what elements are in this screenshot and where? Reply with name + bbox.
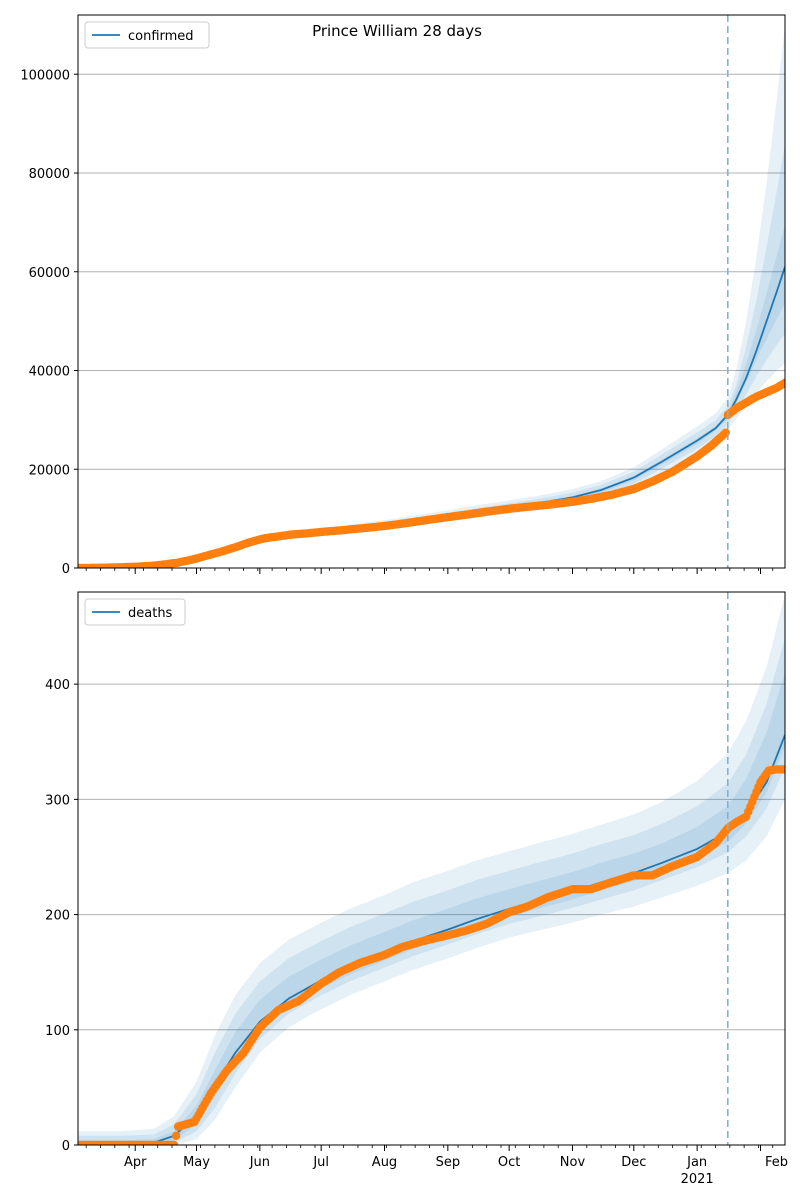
uncertainty-band [78, 638, 785, 1145]
y-tick-label: 200 [45, 909, 70, 924]
x-tick-label: Jun [249, 1155, 270, 1170]
x-year-label: 2021 [681, 1172, 714, 1187]
legend-label: deaths [128, 606, 173, 621]
y-tick-label: 100000 [20, 68, 70, 83]
y-tick-label: 20000 [29, 463, 70, 478]
y-tick-label: 80000 [29, 167, 70, 182]
observed-point [721, 428, 730, 437]
uncertainty-band [78, 24, 785, 568]
observed-point [169, 1140, 179, 1145]
x-tick-label: Jan [686, 1155, 707, 1170]
y-tick-label: 0 [62, 1139, 70, 1154]
x-tick-label: Apr [124, 1155, 147, 1170]
figure-title: Prince William 28 days [312, 22, 482, 40]
y-tick-label: 300 [45, 793, 70, 808]
legend-box [84, 21, 210, 49]
x-tick-label: Aug [372, 1155, 397, 1170]
observed-point [171, 1131, 181, 1141]
observed-point [780, 378, 785, 387]
observed-point [780, 765, 785, 774]
x-tick-label: Sep [436, 1155, 461, 1170]
x-tick-label: Jul [312, 1155, 329, 1170]
x-tick-label: May [183, 1155, 210, 1170]
x-tick-label: Nov [560, 1155, 586, 1170]
y-tick-label: 100 [45, 1024, 70, 1039]
legend-box [84, 598, 186, 626]
uncertainty-band [78, 144, 785, 568]
y-tick-label: 60000 [29, 266, 70, 281]
y-tick-label: 40000 [29, 365, 70, 380]
y-tick-label: 0 [62, 562, 70, 577]
x-tick-label: Oct [498, 1155, 520, 1170]
legend-label: confirmed [128, 29, 194, 44]
x-tick-label: Dec [621, 1155, 646, 1170]
axes-frame [77, 14, 786, 569]
uncertainty-band [78, 594, 785, 1145]
x-tick-label: Feb [765, 1155, 788, 1170]
axes-frame [77, 591, 786, 1146]
y-tick-label: 400 [45, 678, 70, 693]
